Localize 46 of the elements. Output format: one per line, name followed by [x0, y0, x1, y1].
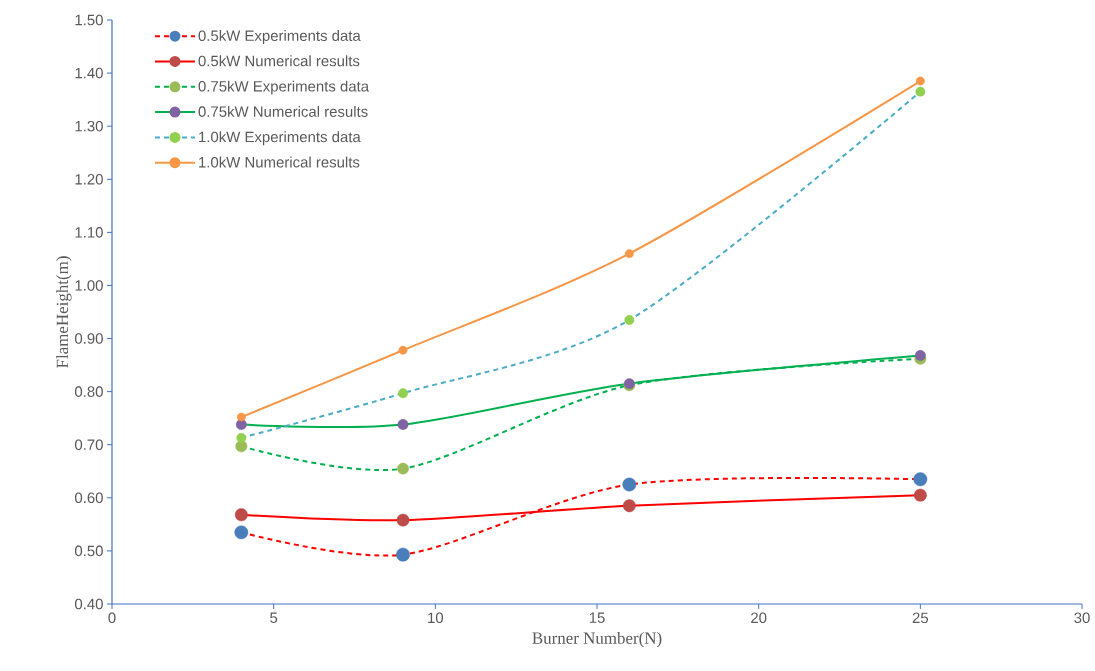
x-tick-label: 15 — [589, 612, 605, 623]
x-tick-label: 25 — [912, 612, 929, 624]
x-tick-label: 10 — [428, 612, 444, 624]
y-tick-label: 0.70 — [74, 439, 103, 451]
point — [234, 525, 249, 540]
point — [234, 508, 248, 522]
point — [622, 499, 636, 513]
point — [624, 249, 634, 258]
y-tick-label: 1.30 — [75, 120, 103, 132]
legend-label: 0.5kW Numerical results — [198, 55, 360, 67]
x-tick-label: 0 — [108, 612, 116, 624]
point — [396, 513, 410, 527]
point — [397, 462, 409, 475]
y-tick-label: 1.10 — [75, 227, 103, 238]
x-tick-label: 30 — [1074, 612, 1090, 624]
y-tick-label: 1.20 — [75, 173, 103, 185]
point — [236, 412, 246, 422]
y-tick-label: 0.40 — [74, 598, 103, 610]
point — [913, 472, 928, 487]
point — [914, 350, 926, 361]
point — [396, 547, 410, 562]
y-tick-label: 1.50 — [75, 14, 103, 26]
legend-label: 0.75kW Experiments data — [198, 80, 370, 95]
x-tick-label: 20 — [751, 612, 767, 624]
y-axis-title: FlameHeight(m) — [56, 256, 72, 368]
legend-label: 0.5kW Experiments data — [198, 30, 361, 44]
point — [398, 345, 408, 355]
y-tick-label: 0.90 — [74, 333, 103, 344]
legend-label: 1.0kW Numerical results — [199, 156, 360, 168]
y-tick-label: 1.00 — [75, 280, 103, 291]
y-tick-label: 0.80 — [74, 386, 103, 397]
x-tick-label: 5 — [270, 612, 278, 623]
point — [913, 488, 927, 502]
y-tick-label: 0.60 — [74, 492, 103, 504]
y-tick-label: 1.40 — [75, 67, 103, 79]
point — [622, 477, 637, 492]
point — [624, 315, 635, 325]
point — [915, 76, 925, 86]
legend-label: 0.75kW Numerical results — [198, 105, 368, 117]
point — [397, 419, 409, 430]
point — [236, 432, 247, 443]
point — [915, 86, 926, 97]
point — [398, 388, 408, 399]
x-axis-title: Burner Number(N) — [532, 631, 662, 648]
y-tick-label: 0.50 — [74, 545, 103, 557]
legend-label: 1.0kW Experiments data — [199, 131, 361, 146]
